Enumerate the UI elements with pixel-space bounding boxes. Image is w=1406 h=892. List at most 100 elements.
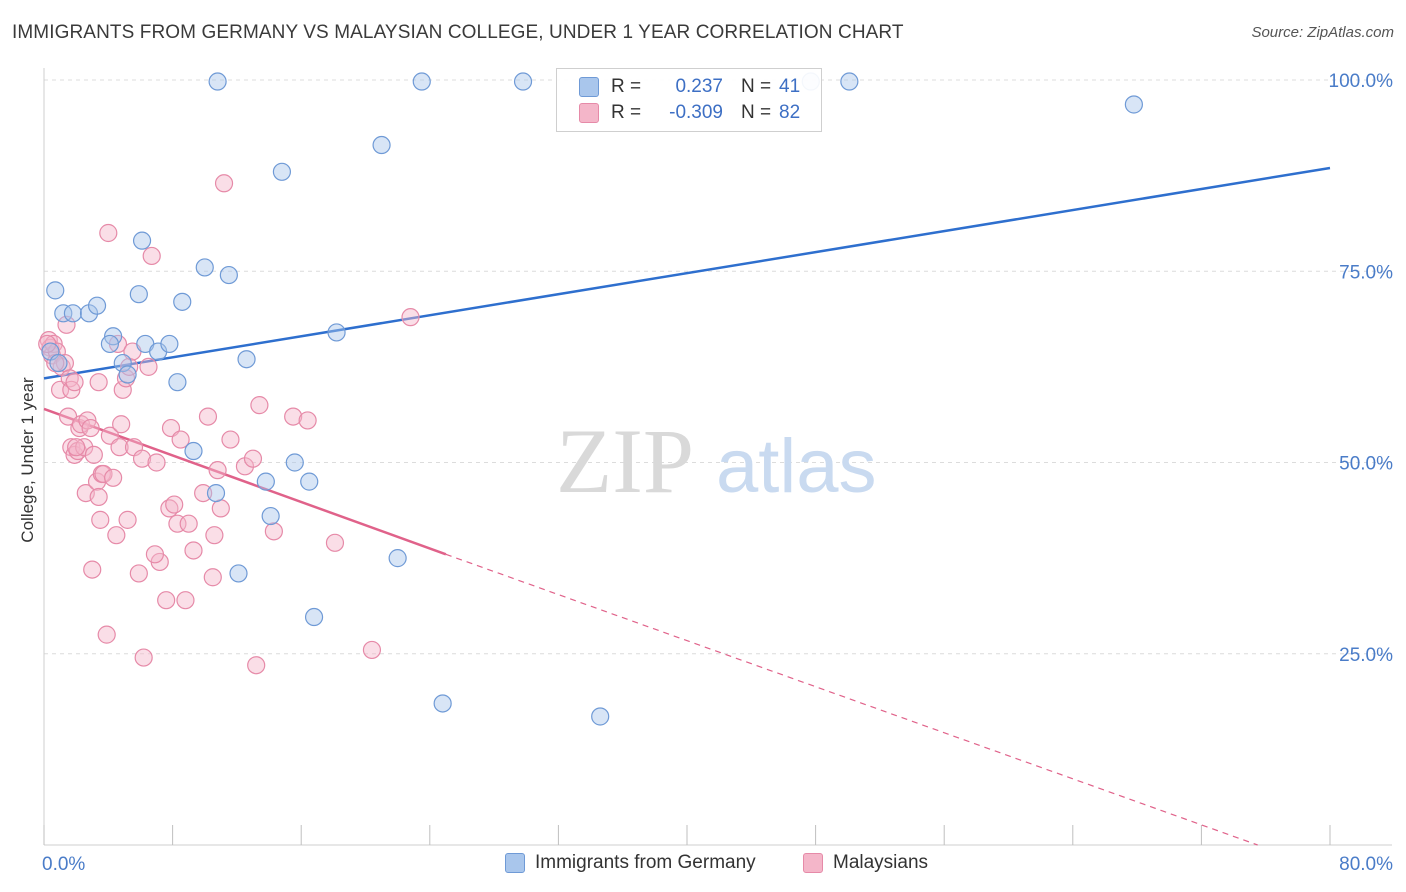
malaysians-point [91, 510, 110, 529]
malaysians-point [205, 526, 224, 545]
germany-point [195, 258, 214, 277]
germany-point [237, 350, 256, 369]
germany-point [208, 72, 227, 91]
malaysians-point [184, 541, 203, 560]
germany-point [304, 607, 324, 627]
legend-item-malaysians: Malaysians [803, 852, 928, 874]
y-tick-label: 100.0% [1329, 71, 1394, 92]
germany-point [256, 472, 275, 491]
malaysians-point [67, 438, 86, 457]
germany-point [591, 707, 610, 726]
legend-swatch-pink [579, 103, 599, 123]
malaysians-point [84, 445, 103, 464]
germany-point [285, 453, 304, 472]
malaysians-point [89, 487, 108, 507]
gridlines [44, 79, 1392, 655]
legend-item-germany: Immigrants from Germany [505, 852, 756, 874]
germany-point [206, 484, 226, 503]
germany-points [41, 72, 1143, 726]
source-label: Source: ZipAtlas.com [1251, 24, 1394, 41]
malaysians-point [243, 449, 263, 468]
malaysians-point [132, 449, 152, 468]
malaysians-point [298, 411, 317, 430]
germany-point [300, 472, 319, 491]
legend-row-germany: R = 0.237 N = 41 [579, 73, 800, 101]
malaysians-point [401, 308, 420, 327]
legend-r-label: R = [611, 76, 642, 97]
germany-point [168, 373, 187, 392]
germany-point [46, 281, 65, 300]
germany-point [1124, 95, 1143, 114]
tick-labels: 25.0% 50.0% 75.0% 100.0% 0.0% 80.0% [42, 71, 1393, 875]
malaysians-point [284, 407, 303, 426]
malaysians-points [38, 174, 420, 675]
trend-lines [43, 166, 1331, 846]
malaysians-point [214, 174, 234, 193]
germany-point [388, 549, 407, 568]
germany-point [372, 135, 391, 155]
germany-point [327, 323, 346, 342]
germany-point [129, 285, 148, 304]
y-tick-label: 25.0% [1339, 645, 1393, 666]
malaysians-point [81, 418, 100, 438]
germany-point [54, 304, 73, 323]
malaysians-point [198, 407, 218, 426]
malaysians-point [165, 495, 184, 514]
malaysians-point [194, 484, 213, 503]
legend-swatch-blue [579, 77, 599, 97]
germany-point [49, 353, 68, 373]
legend-swatch-germany [505, 853, 525, 873]
malaysians-point [264, 522, 283, 541]
malaysians-point [203, 568, 222, 587]
malaysians-point [325, 533, 345, 552]
malaysians-point [147, 453, 166, 472]
watermark: ZIP atlas [556, 410, 877, 512]
malaysians-point [104, 468, 123, 487]
germany-point [261, 506, 280, 526]
malaysians-trend-line [43, 407, 447, 556]
malaysians-point [65, 373, 84, 392]
malaysians-point [211, 499, 230, 518]
legend-n-label: N = [741, 102, 772, 123]
germany-point [219, 265, 238, 285]
chart-title: IMMIGRANTS FROM GERMANY VS MALAYSIAN COL… [12, 22, 904, 43]
legend-row-malaysians: R = -0.309 N = 82 [579, 99, 800, 127]
germany-point [87, 296, 107, 315]
germany-point [229, 564, 248, 583]
malaysians-point [179, 514, 198, 533]
legend-label-malaysians: Malaysians [833, 852, 929, 873]
malaysians-point [362, 640, 382, 660]
malaysians-point [142, 246, 161, 266]
malaysians-point [247, 656, 266, 675]
germany-point [173, 292, 192, 311]
x-tick-label: 80.0% [1339, 854, 1393, 875]
malaysians-point [99, 223, 118, 243]
legend-label-germany: Immigrants from Germany [535, 852, 756, 873]
axes [43, 68, 1392, 846]
watermark-zip: ZIP [556, 410, 694, 512]
malaysians-point [94, 464, 113, 484]
malaysians-point [97, 625, 116, 644]
malaysians-point [208, 461, 227, 480]
germany-trend-line [43, 166, 1331, 380]
germany-point [118, 365, 137, 384]
malaysians-point [134, 648, 153, 667]
legend-r-value: 0.237 [675, 76, 723, 97]
malaysians-point [157, 591, 176, 610]
legend-swatch-malaysians [803, 853, 823, 873]
germany-point [113, 353, 132, 373]
malaysians-point [83, 560, 102, 579]
malaysians-point [129, 564, 148, 583]
legend-n-value: 41 [779, 76, 801, 97]
malaysians-point [107, 526, 126, 545]
legend-n-label: N = [741, 76, 772, 97]
germany-point [184, 441, 203, 461]
germany-point [160, 334, 179, 354]
legend-r-label: R = [611, 102, 642, 123]
germany-point [63, 304, 83, 323]
germany-point [840, 72, 859, 91]
malaysians-point [139, 357, 158, 376]
germany-point [272, 162, 292, 181]
malaysians-point [145, 545, 165, 564]
